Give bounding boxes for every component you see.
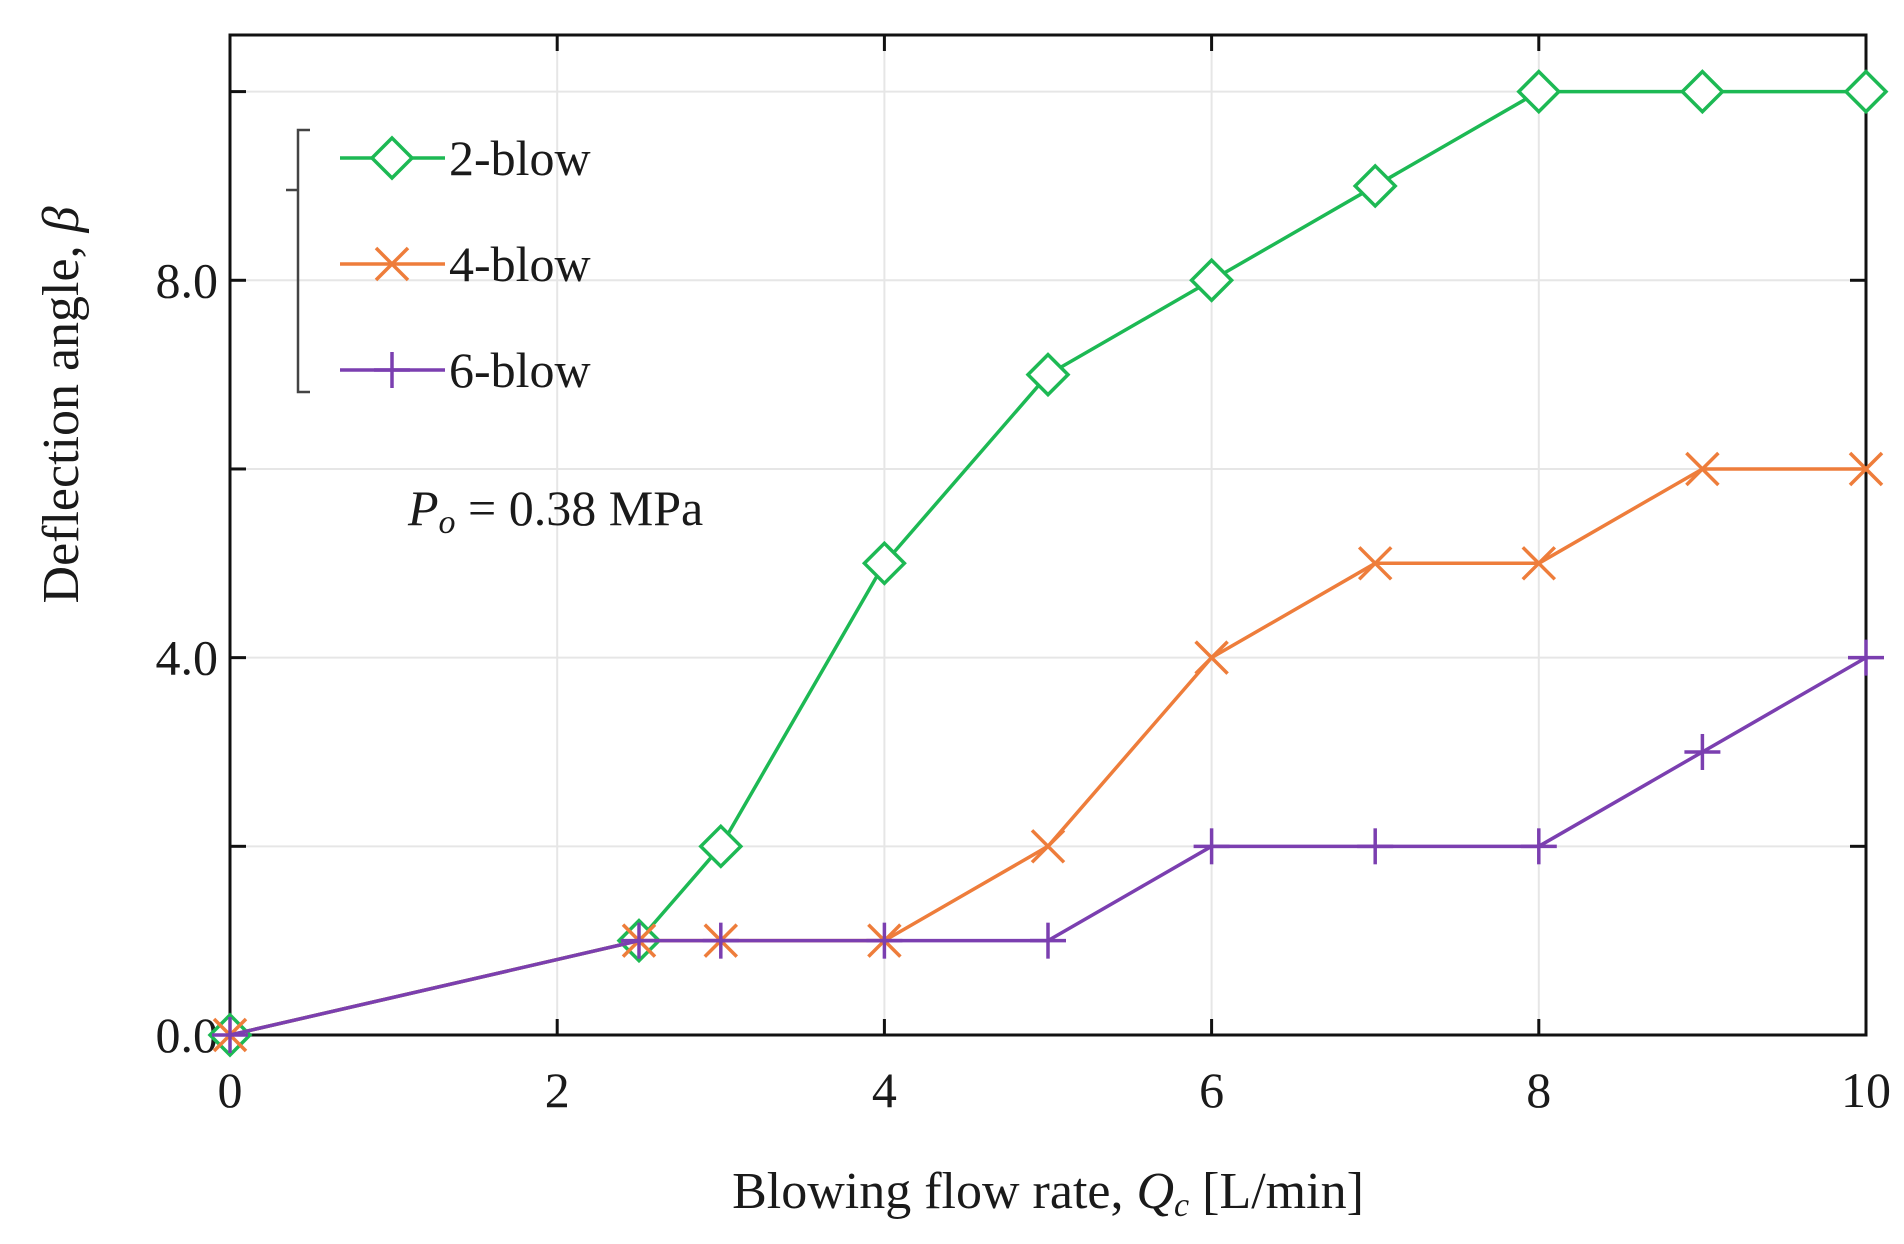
data-point <box>1848 639 1884 676</box>
data-point <box>1685 451 1720 487</box>
data-point <box>1030 922 1066 959</box>
y-tick-label: 8.0 <box>156 252 219 308</box>
data-point <box>1030 829 1066 864</box>
data-point <box>1194 640 1229 675</box>
x-tick-label: 0 <box>218 1062 243 1118</box>
x-axis-label: Blowing flow rate, Qc [L/min] <box>732 1163 1364 1224</box>
legend-label: 4-blow <box>449 236 591 292</box>
legend-swatch-marker <box>374 352 410 388</box>
data-point <box>1025 352 1071 398</box>
data-point <box>1357 546 1393 581</box>
series-line <box>229 656 1867 1037</box>
data-point <box>1352 163 1398 209</box>
data-point <box>1848 451 1884 487</box>
marker-stroke <box>1194 640 1229 675</box>
legend-entry-6-blow: 6-blow <box>340 342 591 398</box>
pressure-annotation: Po = 0.38 MPa <box>407 480 703 541</box>
data-point <box>621 922 657 959</box>
data-point <box>212 1017 248 1053</box>
marker-stroke <box>374 246 410 282</box>
legend-label: 2-blow <box>449 130 591 186</box>
legend-swatch-marker <box>374 246 410 282</box>
legend-bracket <box>286 128 310 394</box>
y-tick-label: 4.0 <box>156 630 219 686</box>
axis-ticks: 0 2 4 6 8 100.04.08.0 <box>156 35 1891 1118</box>
y-axis-label: Deflection angle, β <box>33 206 90 603</box>
data-point <box>1684 733 1721 770</box>
series <box>207 69 1889 1058</box>
data-point <box>1843 69 1889 115</box>
marker-stroke <box>1357 546 1393 581</box>
legend-swatch-marker <box>369 135 415 181</box>
data-point <box>1521 546 1557 581</box>
series-6-blow <box>212 639 1884 1053</box>
data-point <box>861 540 907 586</box>
plot-frame <box>228 33 1868 1037</box>
marker-stroke <box>1848 451 1884 487</box>
legend-entry-4-blow: 4-blow <box>340 236 591 292</box>
x-tick-label: 8 <box>1526 1062 1551 1118</box>
x-tick-label: 2 <box>545 1062 570 1118</box>
series-2-blow <box>207 69 1889 1058</box>
series-4-blow <box>212 451 1884 1053</box>
marker-stroke <box>1685 451 1720 487</box>
series-line <box>229 89 1866 1037</box>
data-point <box>1679 69 1725 115</box>
data-point <box>702 922 739 959</box>
data-point <box>698 823 744 869</box>
marker-stroke <box>1030 829 1066 864</box>
data-point <box>1193 828 1230 865</box>
legend: 2-blow 4-blow 6-blow <box>286 128 591 398</box>
data-point <box>1189 257 1235 303</box>
data-point <box>1520 828 1557 865</box>
x-tick-label: 10 <box>1841 1062 1891 1118</box>
data-point <box>866 922 903 959</box>
marker-stroke <box>1521 546 1557 581</box>
x-tick-label: 4 <box>872 1062 897 1118</box>
data-point <box>1516 69 1562 115</box>
legend-entry-2-blow: 2-blow <box>340 130 591 186</box>
x-tick-label: 6 <box>1199 1062 1224 1118</box>
legend-label: 6-blow <box>449 342 591 398</box>
data-point <box>1357 828 1394 865</box>
